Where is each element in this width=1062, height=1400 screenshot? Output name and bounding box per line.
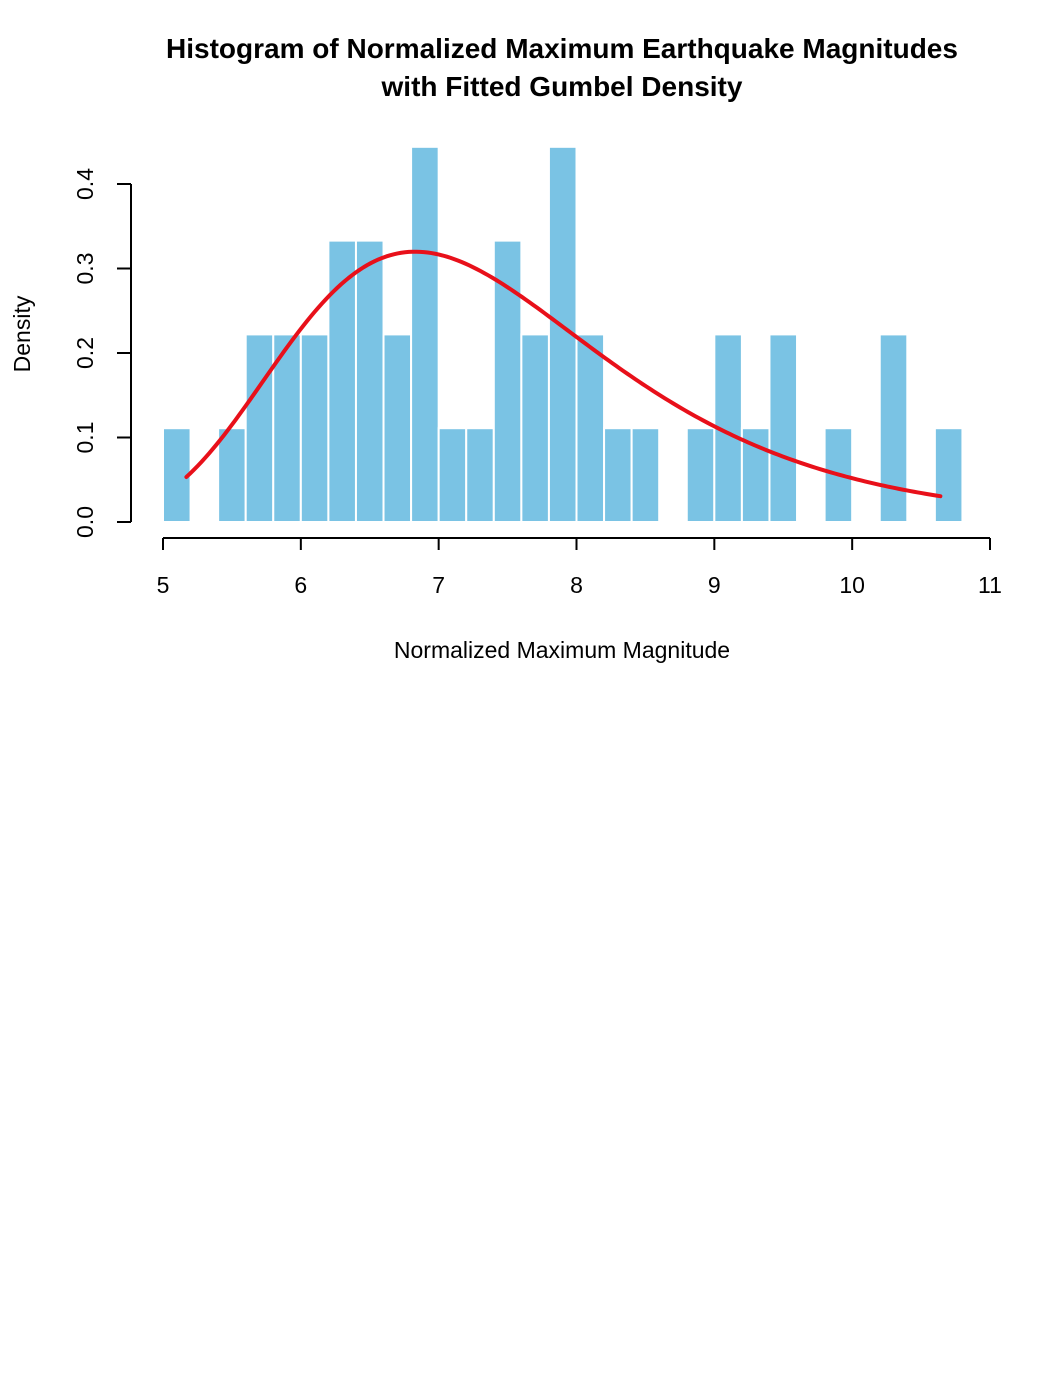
histogram-bar-6	[354, 239, 385, 524]
x-tick-label: 9	[708, 572, 721, 598]
y-tick-label: 0.4	[72, 168, 98, 200]
histogram-chart: Histogram of Normalized Maximum Earthqua…	[9, 33, 1002, 663]
histogram-bar-16	[630, 427, 661, 523]
histogram-bar-1	[217, 427, 247, 523]
x-axis: 5 6 7 8 9 10 11	[157, 537, 1002, 598]
histogram-bar-12	[520, 333, 550, 523]
histogram-bar-14	[575, 333, 606, 523]
histogram-bar-15	[603, 427, 633, 523]
x-tick-label: 6	[294, 572, 307, 598]
histogram-bar-7	[382, 333, 413, 523]
histogram-bar-8	[410, 145, 440, 523]
histogram-bar-17	[685, 427, 716, 523]
histogram-bar-23	[933, 427, 964, 523]
chart-title-line-1: Histogram of Normalized Maximum Earthqua…	[166, 33, 958, 64]
histogram-bar-10	[465, 427, 495, 523]
gumbel-density-curve	[184, 249, 943, 499]
x-tick-label: 7	[432, 572, 445, 598]
histogram-bar-4	[299, 333, 330, 523]
histogram-bar-20	[768, 333, 799, 523]
histogram-bar-22	[878, 333, 909, 523]
chart-title-line-2: with Fitted Gumbel Density	[381, 71, 743, 102]
y-tick-label: 0.0	[72, 506, 98, 538]
x-tick-label: 5	[157, 572, 170, 598]
y-axis-label: Density	[9, 295, 35, 372]
histogram-bar-9	[437, 427, 468, 523]
y-tick-label: 0.3	[72, 253, 98, 285]
x-tick-label: 11	[978, 572, 1002, 598]
x-tick-label: 8	[570, 572, 583, 598]
y-tick-label: 0.2	[72, 337, 98, 369]
y-axis: 0.0 0.1 0.2 0.3 0.4	[72, 168, 132, 538]
histogram-bars	[162, 145, 964, 524]
x-axis-label: Normalized Maximum Magnitude	[394, 637, 730, 663]
histogram-bar-3	[272, 333, 302, 523]
histogram-bar-2	[244, 333, 275, 523]
y-tick-label: 0.1	[72, 422, 98, 454]
histogram-bar-5	[327, 239, 357, 524]
x-tick-label: 10	[839, 572, 865, 598]
